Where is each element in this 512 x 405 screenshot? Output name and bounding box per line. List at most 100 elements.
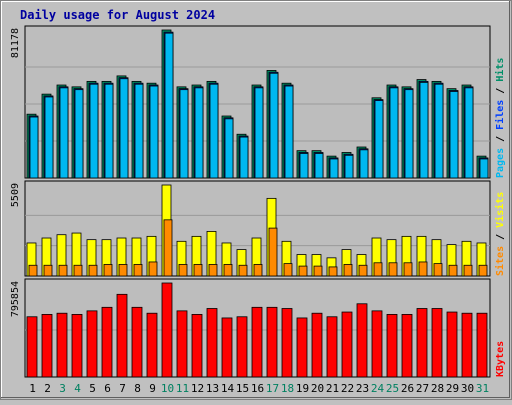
bar-pages: [479, 158, 489, 179]
bar-sites: [208, 264, 218, 277]
day-label: 20: [311, 382, 324, 395]
bar-sites: [148, 261, 158, 277]
day-label: 17: [266, 382, 279, 395]
bar-kbytes: [296, 317, 308, 378]
bar-kbytes: [41, 314, 53, 378]
day-label: 18: [281, 382, 294, 395]
bar-kbytes: [131, 306, 143, 378]
bar-pages: [404, 89, 414, 179]
day-label: 6: [104, 382, 111, 395]
bar-kbytes: [146, 312, 158, 378]
bar-pages: [179, 89, 189, 179]
day-label: 15: [236, 382, 249, 395]
bar-kbytes: [251, 306, 263, 378]
day-label: 12: [191, 382, 204, 395]
bar-kbytes: [191, 314, 203, 378]
bar-kbytes: [431, 308, 443, 378]
day-label: 11: [176, 382, 189, 395]
chart-title: Daily usage for August 2024: [20, 8, 215, 22]
bar-kbytes: [161, 282, 173, 378]
bar-sites: [283, 263, 293, 277]
bar-pages: [134, 83, 144, 179]
bar-kbytes: [116, 293, 128, 378]
bar-pages: [224, 118, 234, 179]
day-label: 19: [296, 382, 309, 395]
day-label: 26: [401, 382, 414, 395]
bar-kbytes: [86, 310, 98, 378]
bar-pages: [269, 72, 279, 179]
bar-sites: [373, 262, 383, 277]
bar-kbytes: [476, 312, 488, 378]
bar-sites: [253, 264, 263, 277]
bar-sites: [298, 265, 308, 277]
day-label: 8: [134, 382, 141, 395]
day-label: 10: [161, 382, 174, 395]
bar-kbytes: [371, 310, 383, 378]
legend-entry: /: [495, 228, 506, 246]
legend-entry: Pages: [495, 148, 506, 178]
bar-kbytes: [311, 312, 323, 378]
day-labels-layer: 1 2 3 4 5 6 7 8 9 10 11 12 13 14 15 16 17 18 19 20 21 22 23 24 2…: [29, 382, 489, 395]
day-label: 31: [476, 382, 489, 395]
bar-sites: [463, 264, 473, 277]
day-label: 23: [356, 382, 369, 395]
bar-sites: [403, 262, 413, 277]
bar-pages: [209, 83, 219, 179]
day-label: 14: [221, 382, 235, 395]
bar-pages: [44, 96, 54, 179]
bar-kbytes: [341, 311, 353, 378]
bar-kbytes: [401, 314, 413, 378]
legend-entry: KBytes: [495, 341, 506, 377]
bar-sites: [58, 264, 68, 277]
bar-pages: [374, 100, 384, 179]
bar-sites: [418, 261, 428, 277]
legend-entry: Hits: [494, 58, 506, 82]
day-label: 5: [89, 382, 96, 395]
legend-entry: Visits: [494, 192, 506, 228]
bar-pages: [359, 149, 369, 179]
bar-kbytes: [71, 314, 83, 378]
bar-pages: [194, 87, 204, 179]
bar-sites: [133, 264, 143, 277]
bar-pages: [419, 81, 429, 179]
bar-kbytes: [236, 316, 248, 378]
bar-kbytes: [266, 306, 278, 378]
bar-pages: [119, 78, 129, 179]
legend-entry: Files: [494, 100, 506, 130]
day-label: 3: [59, 382, 66, 395]
max-label-hits-files-pages: 81178: [10, 28, 21, 58]
bar-pages: [344, 154, 354, 179]
bar-sites: [118, 264, 128, 277]
bar-pages: [329, 158, 339, 179]
bar-sites: [448, 264, 458, 277]
bar-pages: [314, 153, 324, 179]
bar-sites: [328, 266, 338, 277]
bar-sites: [88, 264, 98, 277]
bar-kbytes: [326, 316, 338, 378]
bar-pages: [29, 116, 39, 179]
legend-entry: /: [495, 82, 506, 100]
legend-hits-files-pages: Pages / Files / Hits: [494, 58, 506, 178]
bar-pages: [74, 89, 84, 179]
day-label: 9: [149, 382, 156, 395]
bar-sites: [43, 264, 53, 277]
day-label: 25: [386, 382, 399, 395]
bar-kbytes: [356, 303, 368, 378]
day-label: 13: [206, 382, 219, 395]
panels-layer: 81178 Pages / Files / Hits 5509 Sites / Vis…: [10, 25, 506, 378]
bar-sites: [193, 264, 203, 277]
day-label: 4: [74, 382, 81, 395]
bar-sites: [313, 265, 323, 277]
bar-sites: [238, 264, 248, 277]
bar-sites: [178, 264, 188, 277]
day-label: 30: [461, 382, 474, 395]
bar-pages: [434, 83, 444, 179]
bar-sites: [103, 264, 113, 277]
day-label: 24: [371, 382, 385, 395]
bar-kbytes: [416, 308, 428, 378]
bar-sites: [343, 264, 353, 277]
day-label: 22: [341, 382, 354, 395]
bar-kbytes: [446, 311, 458, 378]
day-label: 29: [446, 382, 459, 395]
